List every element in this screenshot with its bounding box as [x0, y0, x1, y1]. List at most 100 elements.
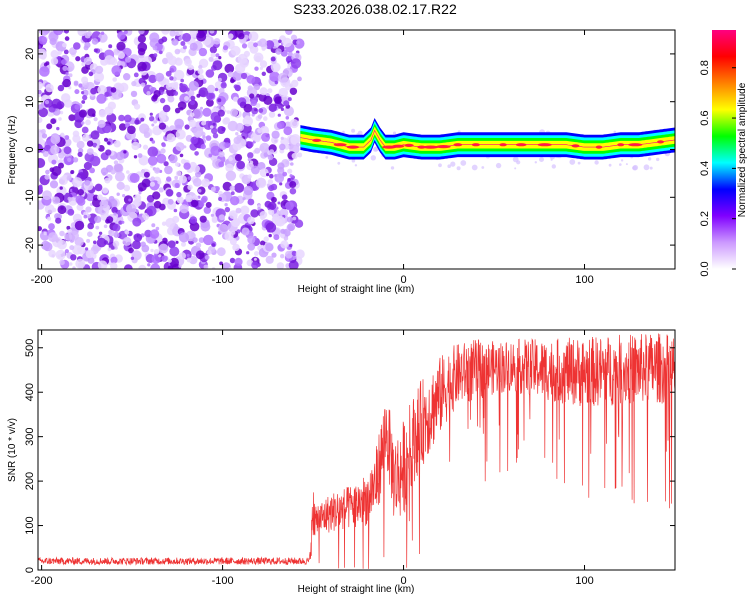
noise-blob	[274, 96, 282, 104]
noise-blob	[193, 127, 203, 137]
noise-blob	[256, 178, 267, 189]
noise-blob	[154, 249, 159, 254]
noise-blob	[287, 178, 291, 182]
noise-blob	[137, 62, 147, 72]
noise-blob	[185, 195, 193, 203]
noise-blob	[160, 148, 165, 153]
noise-blob	[65, 233, 72, 240]
noise-blob	[251, 100, 257, 106]
noise-blob	[190, 216, 198, 224]
noise-blob	[95, 66, 103, 74]
noise-blob	[183, 45, 187, 49]
noise-blob	[201, 178, 210, 187]
noise-blob	[190, 100, 195, 105]
noise-blob	[297, 77, 302, 82]
noise-blob	[159, 244, 169, 254]
noise-blob	[64, 135, 69, 140]
noise-blob	[104, 138, 108, 142]
noise-blob	[290, 174, 293, 177]
noise-blob	[198, 68, 204, 74]
noise-blob	[64, 50, 69, 55]
noise-blob	[95, 184, 103, 192]
noise-blob	[75, 259, 85, 269]
noise-blob	[175, 108, 181, 114]
noise-blob	[174, 209, 178, 213]
noise-blob	[249, 93, 254, 98]
noise-blob	[78, 189, 84, 195]
noise-blob	[157, 180, 161, 184]
noise-blob	[113, 212, 116, 215]
noise-blob	[297, 153, 302, 158]
noise-blob	[166, 176, 171, 181]
noise-blob	[271, 62, 281, 72]
noise-blob	[84, 42, 90, 48]
noise-blob	[52, 208, 57, 213]
noise-blob	[59, 260, 65, 266]
noise-blob	[119, 123, 127, 131]
noise-blob	[132, 218, 141, 227]
noise-blob	[85, 247, 88, 250]
noise-blob	[189, 81, 199, 91]
snr-y-tick-label: 400	[24, 383, 36, 401]
noise-blob	[202, 135, 206, 139]
noise-blob	[245, 115, 250, 120]
noise-blob	[258, 114, 263, 119]
noise-blob	[113, 224, 121, 232]
noise-blob	[210, 125, 214, 129]
noise-blob	[234, 137, 241, 144]
noise-blob	[251, 166, 260, 175]
spectrogram-y-axis-label: Frequency (Hz)	[7, 116, 18, 185]
noise-blob	[130, 173, 140, 183]
noise-blob	[207, 85, 215, 93]
noise-blob	[139, 124, 149, 134]
noise-blob	[117, 31, 126, 40]
noise-blob	[116, 152, 125, 161]
noise-blob	[67, 66, 73, 72]
noise-blob	[200, 107, 203, 110]
noise-blob	[104, 106, 113, 115]
noise-speckle	[539, 157, 544, 162]
noise-blob	[232, 219, 240, 227]
noise-blob	[50, 145, 59, 154]
noise-speckle	[351, 129, 355, 133]
noise-blob	[74, 81, 79, 86]
noise-blob	[84, 57, 92, 65]
noise-blob	[72, 188, 76, 192]
noise-blob	[260, 87, 268, 95]
noise-blob	[242, 43, 247, 48]
noise-blob	[292, 153, 298, 159]
spectrogram-y-tick-label: 20	[24, 48, 36, 60]
noise-blob	[282, 38, 292, 48]
noise-blob	[104, 225, 108, 229]
noise-blob	[159, 50, 163, 54]
snr-y-axis-label: SNR (10 * v/v)	[7, 418, 18, 482]
colorbar-label: Normalized spectral amplitude	[737, 82, 748, 217]
noise-blob	[166, 189, 174, 197]
noise-blob	[153, 94, 159, 100]
noise-blob	[260, 143, 270, 153]
noise-blob	[123, 73, 130, 80]
noise-blob	[187, 258, 192, 263]
noise-blob	[277, 121, 285, 129]
noise-blob	[75, 221, 84, 230]
noise-blob	[230, 186, 235, 191]
noise-blob	[254, 135, 261, 142]
noise-blob	[285, 201, 294, 210]
noise-blob	[271, 253, 276, 258]
noise-blob	[179, 232, 189, 242]
noise-blob	[44, 174, 49, 179]
noise-blob	[81, 77, 88, 84]
noise-blob	[296, 41, 300, 45]
noise-blob	[230, 109, 238, 117]
noise-blob	[74, 89, 79, 94]
noise-blob	[251, 261, 259, 269]
noise-blob	[151, 124, 154, 127]
noise-blob	[174, 119, 184, 129]
noise-speckle	[337, 162, 340, 165]
noise-blob	[96, 145, 100, 149]
snr-y-tick-label: 500	[24, 339, 36, 357]
noise-blob	[247, 236, 255, 244]
noise-speckle	[594, 160, 598, 164]
noise-blob	[60, 133, 64, 137]
noise-speckle	[481, 166, 484, 169]
